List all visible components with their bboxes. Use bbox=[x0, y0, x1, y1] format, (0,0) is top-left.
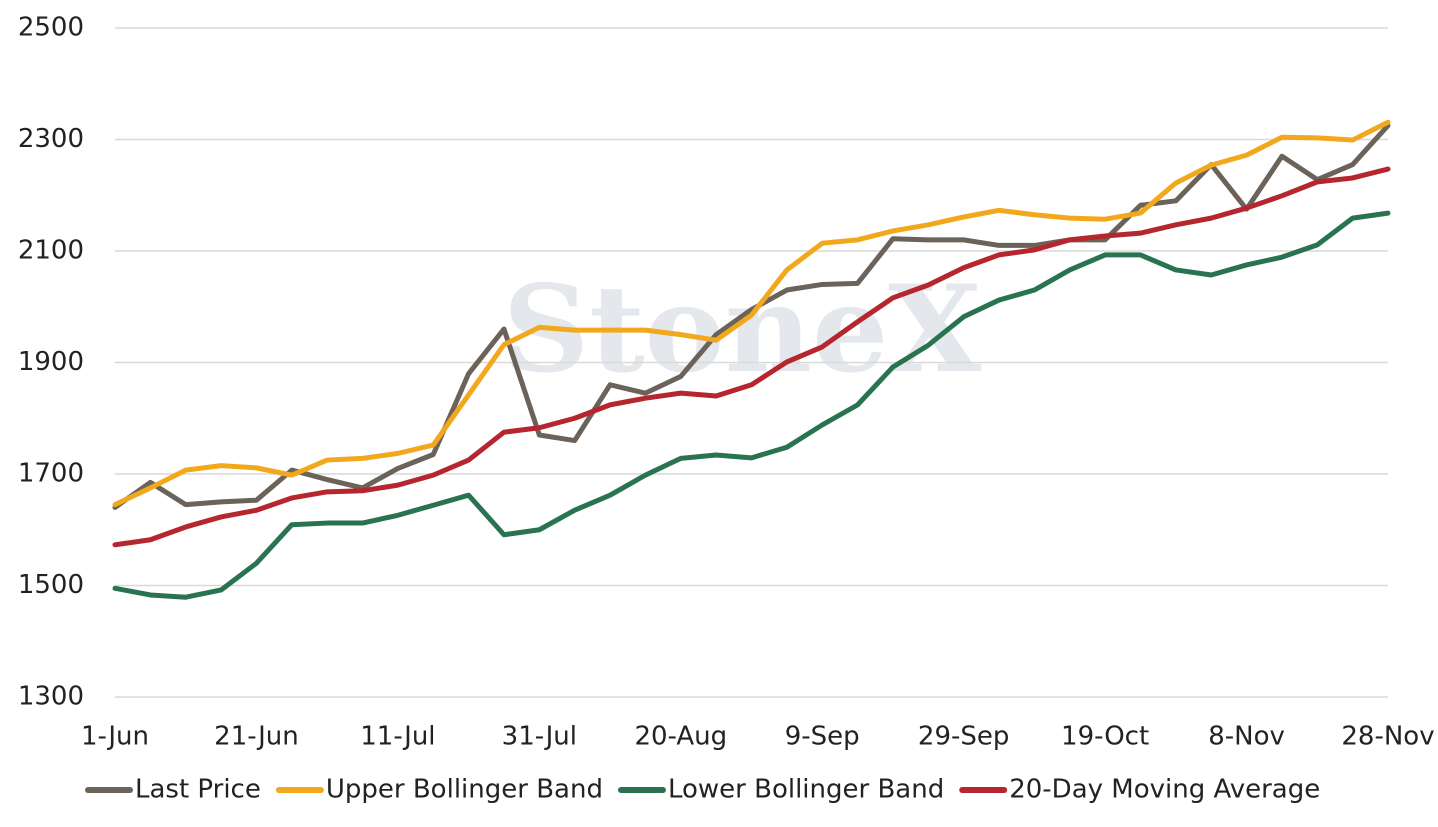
y-tick-label: 1300 bbox=[18, 682, 84, 712]
x-tick-label: 29-Sep bbox=[918, 722, 1009, 752]
legend-label: Last Price bbox=[135, 775, 261, 805]
y-tick-label: 2300 bbox=[18, 124, 84, 154]
legend-label: Upper Bollinger Band bbox=[326, 775, 603, 805]
x-tick-label: 11-Jul bbox=[360, 722, 435, 752]
x-tick-label: 9-Sep bbox=[785, 722, 860, 752]
x-tick-label: 31-Jul bbox=[502, 722, 577, 752]
x-tick-label: 1-Jun bbox=[81, 722, 149, 752]
y-tick-label: 2100 bbox=[18, 236, 84, 266]
series-line bbox=[112, 210, 1391, 600]
series-line bbox=[112, 119, 1391, 508]
y-tick-label: 1700 bbox=[18, 459, 84, 489]
x-tick-label: 20-Aug bbox=[634, 722, 727, 752]
x-tick-label: 28-Nov bbox=[1341, 722, 1434, 752]
y-tick-label: 2500 bbox=[18, 13, 84, 43]
legend-label: Lower Bollinger Band bbox=[668, 775, 944, 805]
x-tick-label: 21-Jun bbox=[214, 722, 299, 752]
y-tick-label: 1900 bbox=[18, 347, 84, 377]
series-line bbox=[112, 166, 1391, 548]
x-tick-label: 19-Oct bbox=[1061, 722, 1149, 752]
x-tick-label: 8-Nov bbox=[1208, 722, 1285, 752]
legend-label: 20-Day Moving Average bbox=[1009, 775, 1320, 805]
series-line bbox=[112, 123, 1391, 510]
y-tick-label: 1500 bbox=[18, 570, 84, 600]
